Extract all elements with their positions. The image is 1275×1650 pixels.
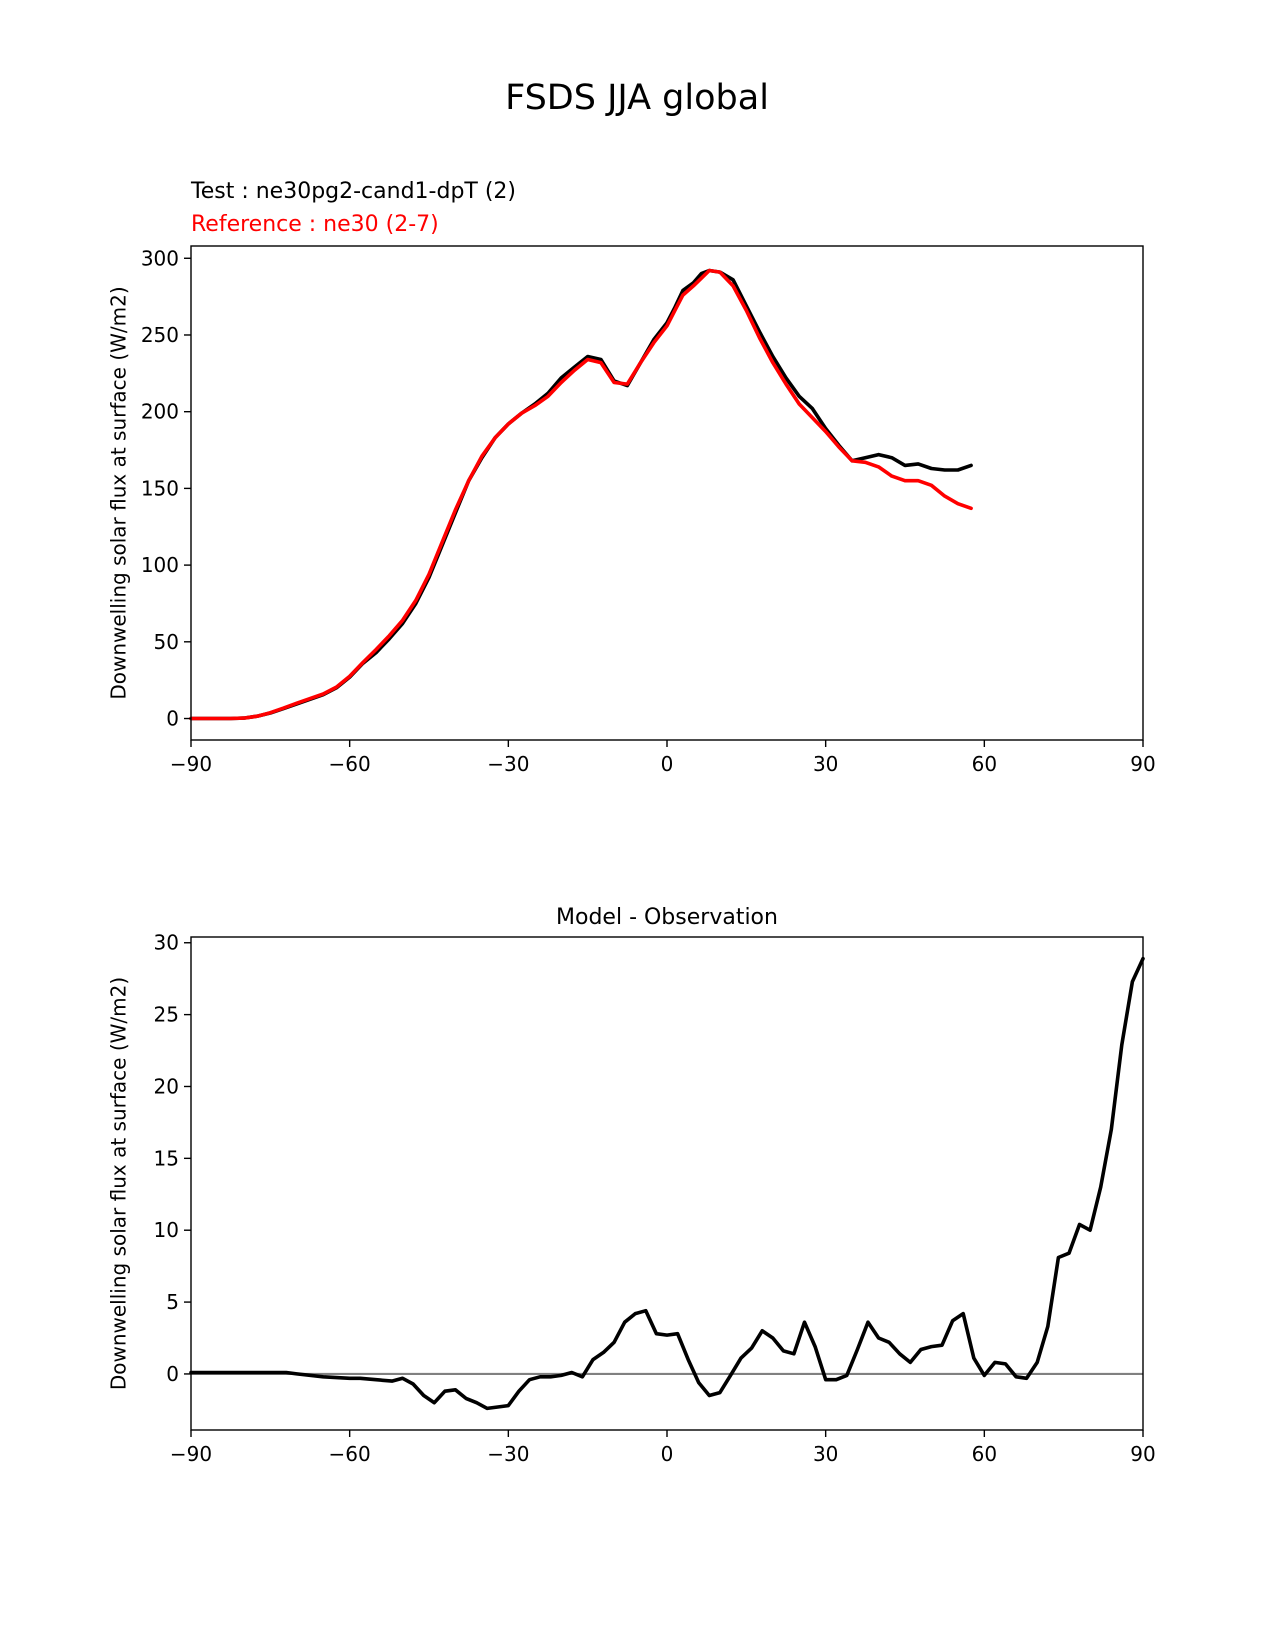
y-tick-label: 0 [166,1362,179,1386]
y-tick-label: 150 [141,476,179,500]
series-line-test [189,268,973,721]
y-tick-label: 20 [154,1074,179,1098]
x-tick-label: 60 [972,752,997,776]
y-tick-label: 300 [141,246,179,270]
y-tick-label: 250 [141,323,179,347]
legend-reference-label: Reference : ne30 (2-7) [191,212,439,237]
y-tick-label: 15 [154,1146,179,1170]
x-tick-label: 90 [1130,752,1155,776]
x-tick-label: −60 [329,752,371,776]
bottom-plot: −90 −60 −30 0 30 60 90 0 5 10 15 20 25 30 [154,931,1156,1466]
x-tick-label: 0 [661,1442,674,1466]
x-tick-label: −30 [487,1442,529,1466]
x-tick-label: 30 [813,752,838,776]
x-tick-label: −30 [487,752,529,776]
y-tick-label: 100 [141,553,179,577]
y-tick-label: 25 [154,1003,179,1027]
top-plot: −90 −60 −30 0 30 60 90 0 50 100 150 200 250 300 [141,245,1156,776]
bottom-plot-title: Model - Observation [556,905,778,930]
y-tick-label: 10 [154,1218,179,1242]
x-tick-label: −90 [170,1442,212,1466]
series-line-test [189,956,1145,1411]
x-tick-label: −90 [170,752,212,776]
x-tick-label: 30 [813,1442,838,1466]
y-tick-label: 50 [154,630,179,654]
x-tick-label: −60 [329,1442,371,1466]
series-line-reference [189,268,973,721]
y-tick-label: 0 [166,707,179,731]
bottom-plot-y-axis-label: Downwelling solar flux at surface (W/m2) [107,977,131,1390]
legend-test-label: Test : ne30pg2-cand1-dpT (2) [190,179,516,204]
y-tick-label: 200 [141,400,179,424]
y-tick-label: 5 [166,1290,179,1314]
axes-frame [190,936,1144,1431]
top-plot-y-axis-label: Downwelling solar flux at surface (W/m2) [107,286,131,699]
figure-title: FSDS JJA global [505,78,769,118]
y-tick-label: 30 [154,931,179,955]
x-tick-label: 60 [972,1442,997,1466]
x-tick-label: 90 [1130,1442,1155,1466]
x-tick-label: 0 [661,752,674,776]
